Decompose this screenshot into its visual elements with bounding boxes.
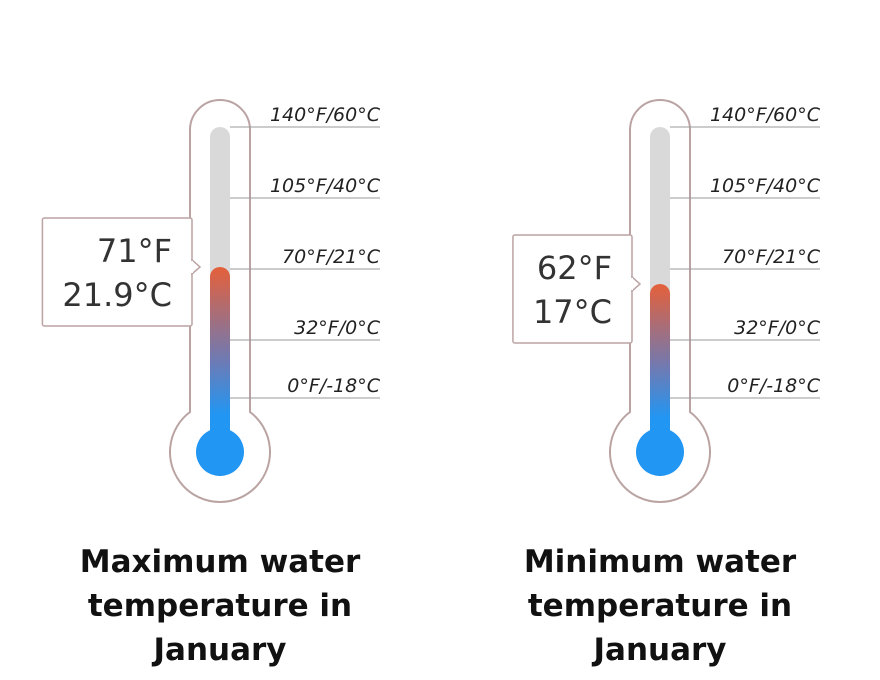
- chart-title: Minimum water temperature in January: [523, 544, 797, 668]
- y-tick-label: 105°F/40°C: [710, 175, 821, 197]
- value-label: 21.9°C: [62, 276, 172, 314]
- temperature-bar: [650, 283, 670, 452]
- value-label: 71°F: [97, 232, 172, 270]
- thermometer: 140°F/60°C 105°F/40°C 70°F/21°C 32°F/0°C 0°F…: [41, 99, 381, 503]
- value-label: 62°F: [537, 249, 612, 287]
- y-tick-label: 140°F/60°C: [710, 104, 821, 126]
- bulb: [196, 428, 244, 476]
- y-tick-label: 0°F/-18°C: [727, 375, 820, 397]
- y-tick-label: 140°F/60°C: [270, 104, 381, 126]
- bulb: [636, 428, 684, 476]
- y-tick-label: 70°F/21°C: [282, 246, 381, 268]
- y-tick-label: 32°F/0°C: [294, 317, 381, 339]
- temperature-bar: [210, 266, 230, 452]
- y-tick-label: 105°F/40°C: [270, 175, 381, 197]
- y-tick-label: 70°F/21°C: [722, 246, 821, 268]
- chart-title: Maximum water temperature in January: [79, 544, 361, 668]
- value-label: 17°C: [533, 293, 612, 331]
- y-tick-label: 32°F/0°C: [734, 317, 821, 339]
- y-tick-label: 0°F/-18°C: [287, 375, 380, 397]
- thermometer: 140°F/60°C 105°F/40°C 70°F/21°C 32°F/0°C 0°F…: [512, 99, 821, 503]
